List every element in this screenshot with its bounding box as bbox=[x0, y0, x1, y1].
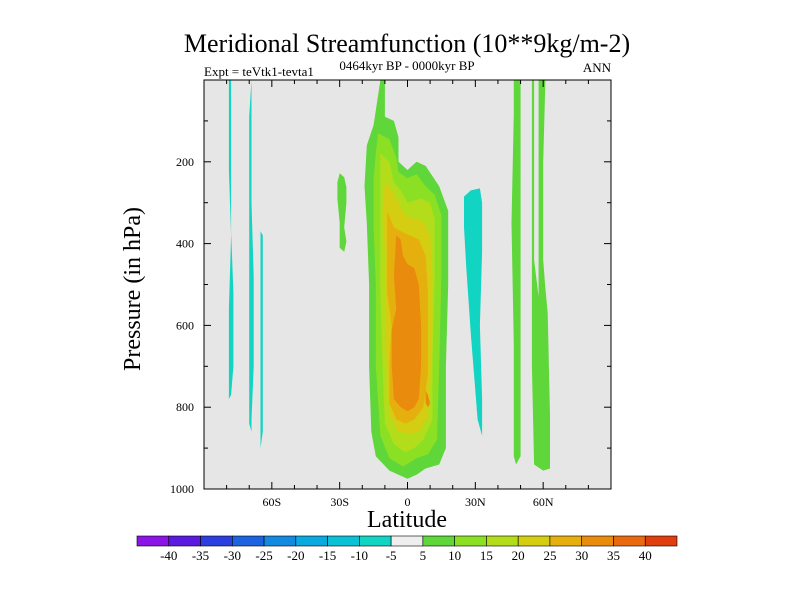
colorbar-swatch bbox=[549, 535, 583, 547]
contour-positive-5-lat30s-blob bbox=[337, 173, 347, 252]
colorbar-swatch bbox=[136, 535, 170, 547]
colorbar-swatch bbox=[486, 535, 519, 547]
colorbar-label: 40 bbox=[639, 548, 652, 563]
colorbar-swatch bbox=[263, 535, 297, 547]
contour-negative-5-lat28n-strip bbox=[464, 188, 483, 436]
colorbar-swatch bbox=[581, 535, 614, 547]
contour-positive-5-lat55n-strip bbox=[527, 80, 550, 471]
colorbar-label: -5 bbox=[386, 548, 397, 563]
y-tick-label: 600 bbox=[176, 318, 194, 332]
colorbar-swatch bbox=[422, 535, 455, 547]
period-label: 0464kyr BP - 0000kyr BP bbox=[339, 58, 474, 73]
colorbar-label: -10 bbox=[351, 548, 368, 563]
colorbar-swatch bbox=[359, 535, 392, 547]
y-tick-label: 800 bbox=[176, 400, 194, 414]
x-axis-ticks: 60S 30S 0 30N 60N bbox=[226, 80, 589, 509]
contour-negative-5-lat70s-strip bbox=[249, 80, 254, 432]
y-axis-ticks: 200 400 600 800 1000 bbox=[170, 120, 611, 496]
colorbar-swatch bbox=[613, 535, 646, 547]
contour-positive-30-lat9n-fleck bbox=[425, 390, 431, 408]
experiment-label: Expt = teVtk1-tevta1 bbox=[204, 64, 314, 79]
colorbar-label: 10 bbox=[448, 548, 461, 563]
chart-title: Meridional Streamfunction (10**9kg/m-2) bbox=[184, 29, 630, 58]
x-tick-label: 0 bbox=[405, 495, 411, 509]
contour-negative-5-lat80s-strip bbox=[228, 80, 234, 399]
colorbar-label: 25 bbox=[543, 548, 556, 563]
colorbar-label: -40 bbox=[160, 548, 177, 563]
colorbar-label: 30 bbox=[575, 548, 588, 563]
colorbar-label: -25 bbox=[255, 548, 272, 563]
colorbar-swatch bbox=[644, 535, 678, 547]
contour-positive-5-lat48n-strip bbox=[511, 80, 521, 465]
colorbar-label: -15 bbox=[319, 548, 336, 563]
colorbar-swatch bbox=[517, 535, 551, 547]
y-tick-label: 1000 bbox=[170, 482, 194, 496]
colorbar-label: 20 bbox=[512, 548, 525, 563]
colorbar-swatch bbox=[200, 535, 233, 547]
season-label: ANN bbox=[583, 60, 612, 75]
colorbar-swatch bbox=[168, 535, 201, 547]
y-axis-label: Pressure (in hPa) bbox=[120, 207, 146, 371]
x-axis-label: Latitude bbox=[367, 507, 447, 533]
colorbar-label: 5 bbox=[420, 548, 427, 563]
colorbar: -40 -35 -30 -25 -20 -15 -10 -5 5 10 15 20 25 30 35 40 bbox=[136, 535, 678, 563]
colorbar-swatch bbox=[454, 535, 487, 547]
y-tick-label: 400 bbox=[176, 237, 194, 251]
colorbar-label: 35 bbox=[607, 548, 620, 563]
contour-positive-30-tropical-core bbox=[391, 235, 422, 412]
x-tick-label: 60S bbox=[262, 495, 281, 509]
colorbar-label: 15 bbox=[480, 548, 493, 563]
colorbar-swatch bbox=[327, 535, 360, 547]
colorbar-swatch bbox=[390, 535, 424, 547]
colorbar-swatch bbox=[231, 535, 265, 547]
y-tick-label: 200 bbox=[176, 155, 194, 169]
contour-negative-5-lat64s-strip bbox=[260, 231, 263, 449]
plot-area: 60S 30S 0 30N 60N 200 400 600 800 1000 bbox=[170, 79, 612, 509]
colorbar-swatch bbox=[295, 535, 328, 547]
x-tick-label: 60N bbox=[533, 495, 554, 509]
colorbar-label: -30 bbox=[224, 548, 241, 563]
contour-fills bbox=[228, 80, 550, 479]
colorbar-label: -35 bbox=[192, 548, 209, 563]
colorbar-label: -20 bbox=[287, 548, 304, 563]
x-tick-label: 30N bbox=[465, 495, 486, 509]
x-tick-label: 30S bbox=[330, 495, 349, 509]
